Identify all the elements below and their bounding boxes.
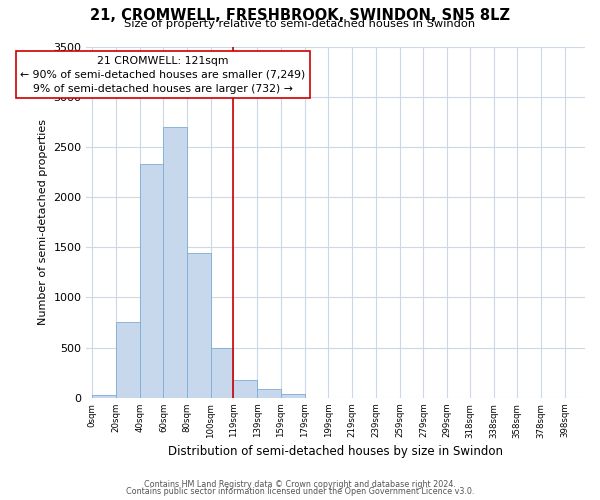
Bar bbox=[163, 127, 187, 398]
Bar bbox=[257, 390, 281, 398]
Text: 21 CROMWELL: 121sqm
← 90% of semi-detached houses are smaller (7,249)
9% of semi: 21 CROMWELL: 121sqm ← 90% of semi-detach… bbox=[20, 56, 305, 94]
Bar bbox=[187, 254, 211, 398]
Bar bbox=[211, 348, 233, 398]
Bar bbox=[281, 394, 305, 398]
Y-axis label: Number of semi-detached properties: Number of semi-detached properties bbox=[38, 119, 47, 325]
Bar bbox=[140, 164, 163, 398]
Text: Contains public sector information licensed under the Open Government Licence v3: Contains public sector information licen… bbox=[126, 487, 474, 496]
Bar bbox=[233, 380, 257, 398]
X-axis label: Distribution of semi-detached houses by size in Swindon: Distribution of semi-detached houses by … bbox=[168, 444, 503, 458]
Bar bbox=[92, 395, 116, 398]
Text: Size of property relative to semi-detached houses in Swindon: Size of property relative to semi-detach… bbox=[124, 19, 476, 29]
Bar bbox=[116, 322, 140, 398]
Text: Contains HM Land Registry data © Crown copyright and database right 2024.: Contains HM Land Registry data © Crown c… bbox=[144, 480, 456, 489]
Text: 21, CROMWELL, FRESHBROOK, SWINDON, SN5 8LZ: 21, CROMWELL, FRESHBROOK, SWINDON, SN5 8… bbox=[90, 8, 510, 22]
